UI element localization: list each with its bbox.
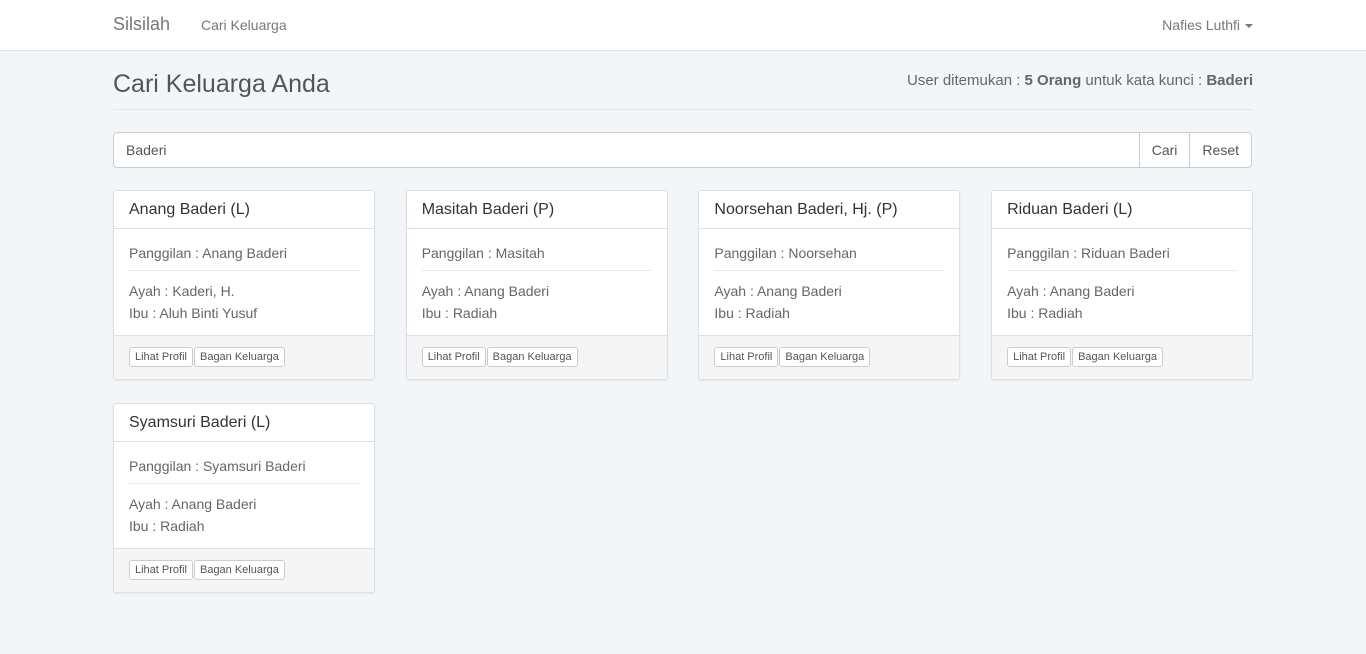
person-mother: Ibu : Aluh Binti Yusuf xyxy=(129,305,258,321)
person-mother: Ibu : Radiah xyxy=(129,518,205,534)
person-mother: Ibu : Radiah xyxy=(421,305,498,321)
search-input[interactable] xyxy=(114,133,1139,167)
person-father: Ayah : Kaderi, H. xyxy=(129,283,235,299)
view-profile-button[interactable]: Lihat Profil xyxy=(714,347,779,367)
family-tree-button[interactable]: Bagan Keluarga xyxy=(193,347,285,367)
person-card: Masitah Baderi (P) Panggilan : Masitah A… xyxy=(405,190,668,380)
navbar: Silsilah Cari Keluarga Nafies Luthfi xyxy=(0,0,1366,51)
person-nickname: Panggilan : Riduan Baderi xyxy=(1007,245,1238,271)
person-name: Noorsehan Baderi, Hj. (P) xyxy=(699,191,960,229)
person-father: Ayah : Anang Baderi xyxy=(421,283,550,299)
reset-button[interactable]: Reset xyxy=(1189,133,1251,167)
view-profile-button[interactable]: Lihat Profil xyxy=(1007,347,1072,367)
person-name: Anang Baderi (L) xyxy=(114,191,374,229)
person-nickname: Panggilan : Noorsehan xyxy=(714,245,945,271)
result-keyword: Baderi xyxy=(1206,72,1253,89)
view-profile-button[interactable]: Lihat Profil xyxy=(421,347,486,367)
result-prefix: User ditemukan : xyxy=(907,72,1025,89)
result-count: 5 Orang xyxy=(1024,72,1082,89)
caret-down-icon xyxy=(1245,24,1253,29)
person-mother: Ibu : Radiah xyxy=(714,305,790,321)
person-card: Riduan Baderi (L) Panggilan : Riduan Bad… xyxy=(991,190,1254,380)
search-result-summary: User ditemukan : 5 Orang untuk kata kunc… xyxy=(907,72,1253,89)
person-father: Ayah : Anang Baderi xyxy=(1007,283,1135,299)
person-nickname: Panggilan : Masitah xyxy=(421,245,652,271)
search-button[interactable]: Cari xyxy=(1138,133,1190,167)
person-card: Syamsuri Baderi (L) Panggilan : Syamsuri… xyxy=(113,403,375,593)
search-form: Cari Reset xyxy=(113,132,1252,168)
person-name: Masitah Baderi (P) xyxy=(406,191,667,229)
person-father: Ayah : Anang Baderi xyxy=(129,496,257,512)
family-tree-button[interactable]: Bagan Keluarga xyxy=(1072,347,1163,367)
view-profile-button[interactable]: Lihat Profil xyxy=(129,560,193,580)
person-mother: Ibu : Radiah xyxy=(1007,305,1083,321)
person-nickname: Panggilan : Anang Baderi xyxy=(129,245,359,271)
user-name: Nafies Luthfi xyxy=(1162,17,1240,33)
view-profile-button[interactable]: Lihat Profil xyxy=(129,347,193,367)
page-title: Cari Keluarga Anda xyxy=(113,70,330,98)
nav-cari-keluarga[interactable]: Cari Keluarga xyxy=(201,17,287,33)
person-father: Ayah : Anang Baderi xyxy=(714,283,842,299)
result-mid: untuk kata kunci : xyxy=(1081,72,1207,89)
person-name: Syamsuri Baderi (L) xyxy=(114,404,374,442)
person-name: Riduan Baderi (L) xyxy=(992,191,1253,229)
person-card: Noorsehan Baderi, Hj. (P) Panggilan : No… xyxy=(698,190,961,380)
page-header: Cari Keluarga Anda User ditemukan : 5 Or… xyxy=(113,60,1253,110)
family-tree-button[interactable]: Bagan Keluarga xyxy=(193,560,285,580)
person-nickname: Panggilan : Syamsuri Baderi xyxy=(129,458,359,484)
user-menu[interactable]: Nafies Luthfi xyxy=(1162,17,1253,33)
brand-link[interactable]: Silsilah xyxy=(113,14,171,34)
family-tree-button[interactable]: Bagan Keluarga xyxy=(486,347,578,367)
family-tree-button[interactable]: Bagan Keluarga xyxy=(779,347,871,367)
person-card: Anang Baderi (L) Panggilan : Anang Bader… xyxy=(113,190,375,380)
